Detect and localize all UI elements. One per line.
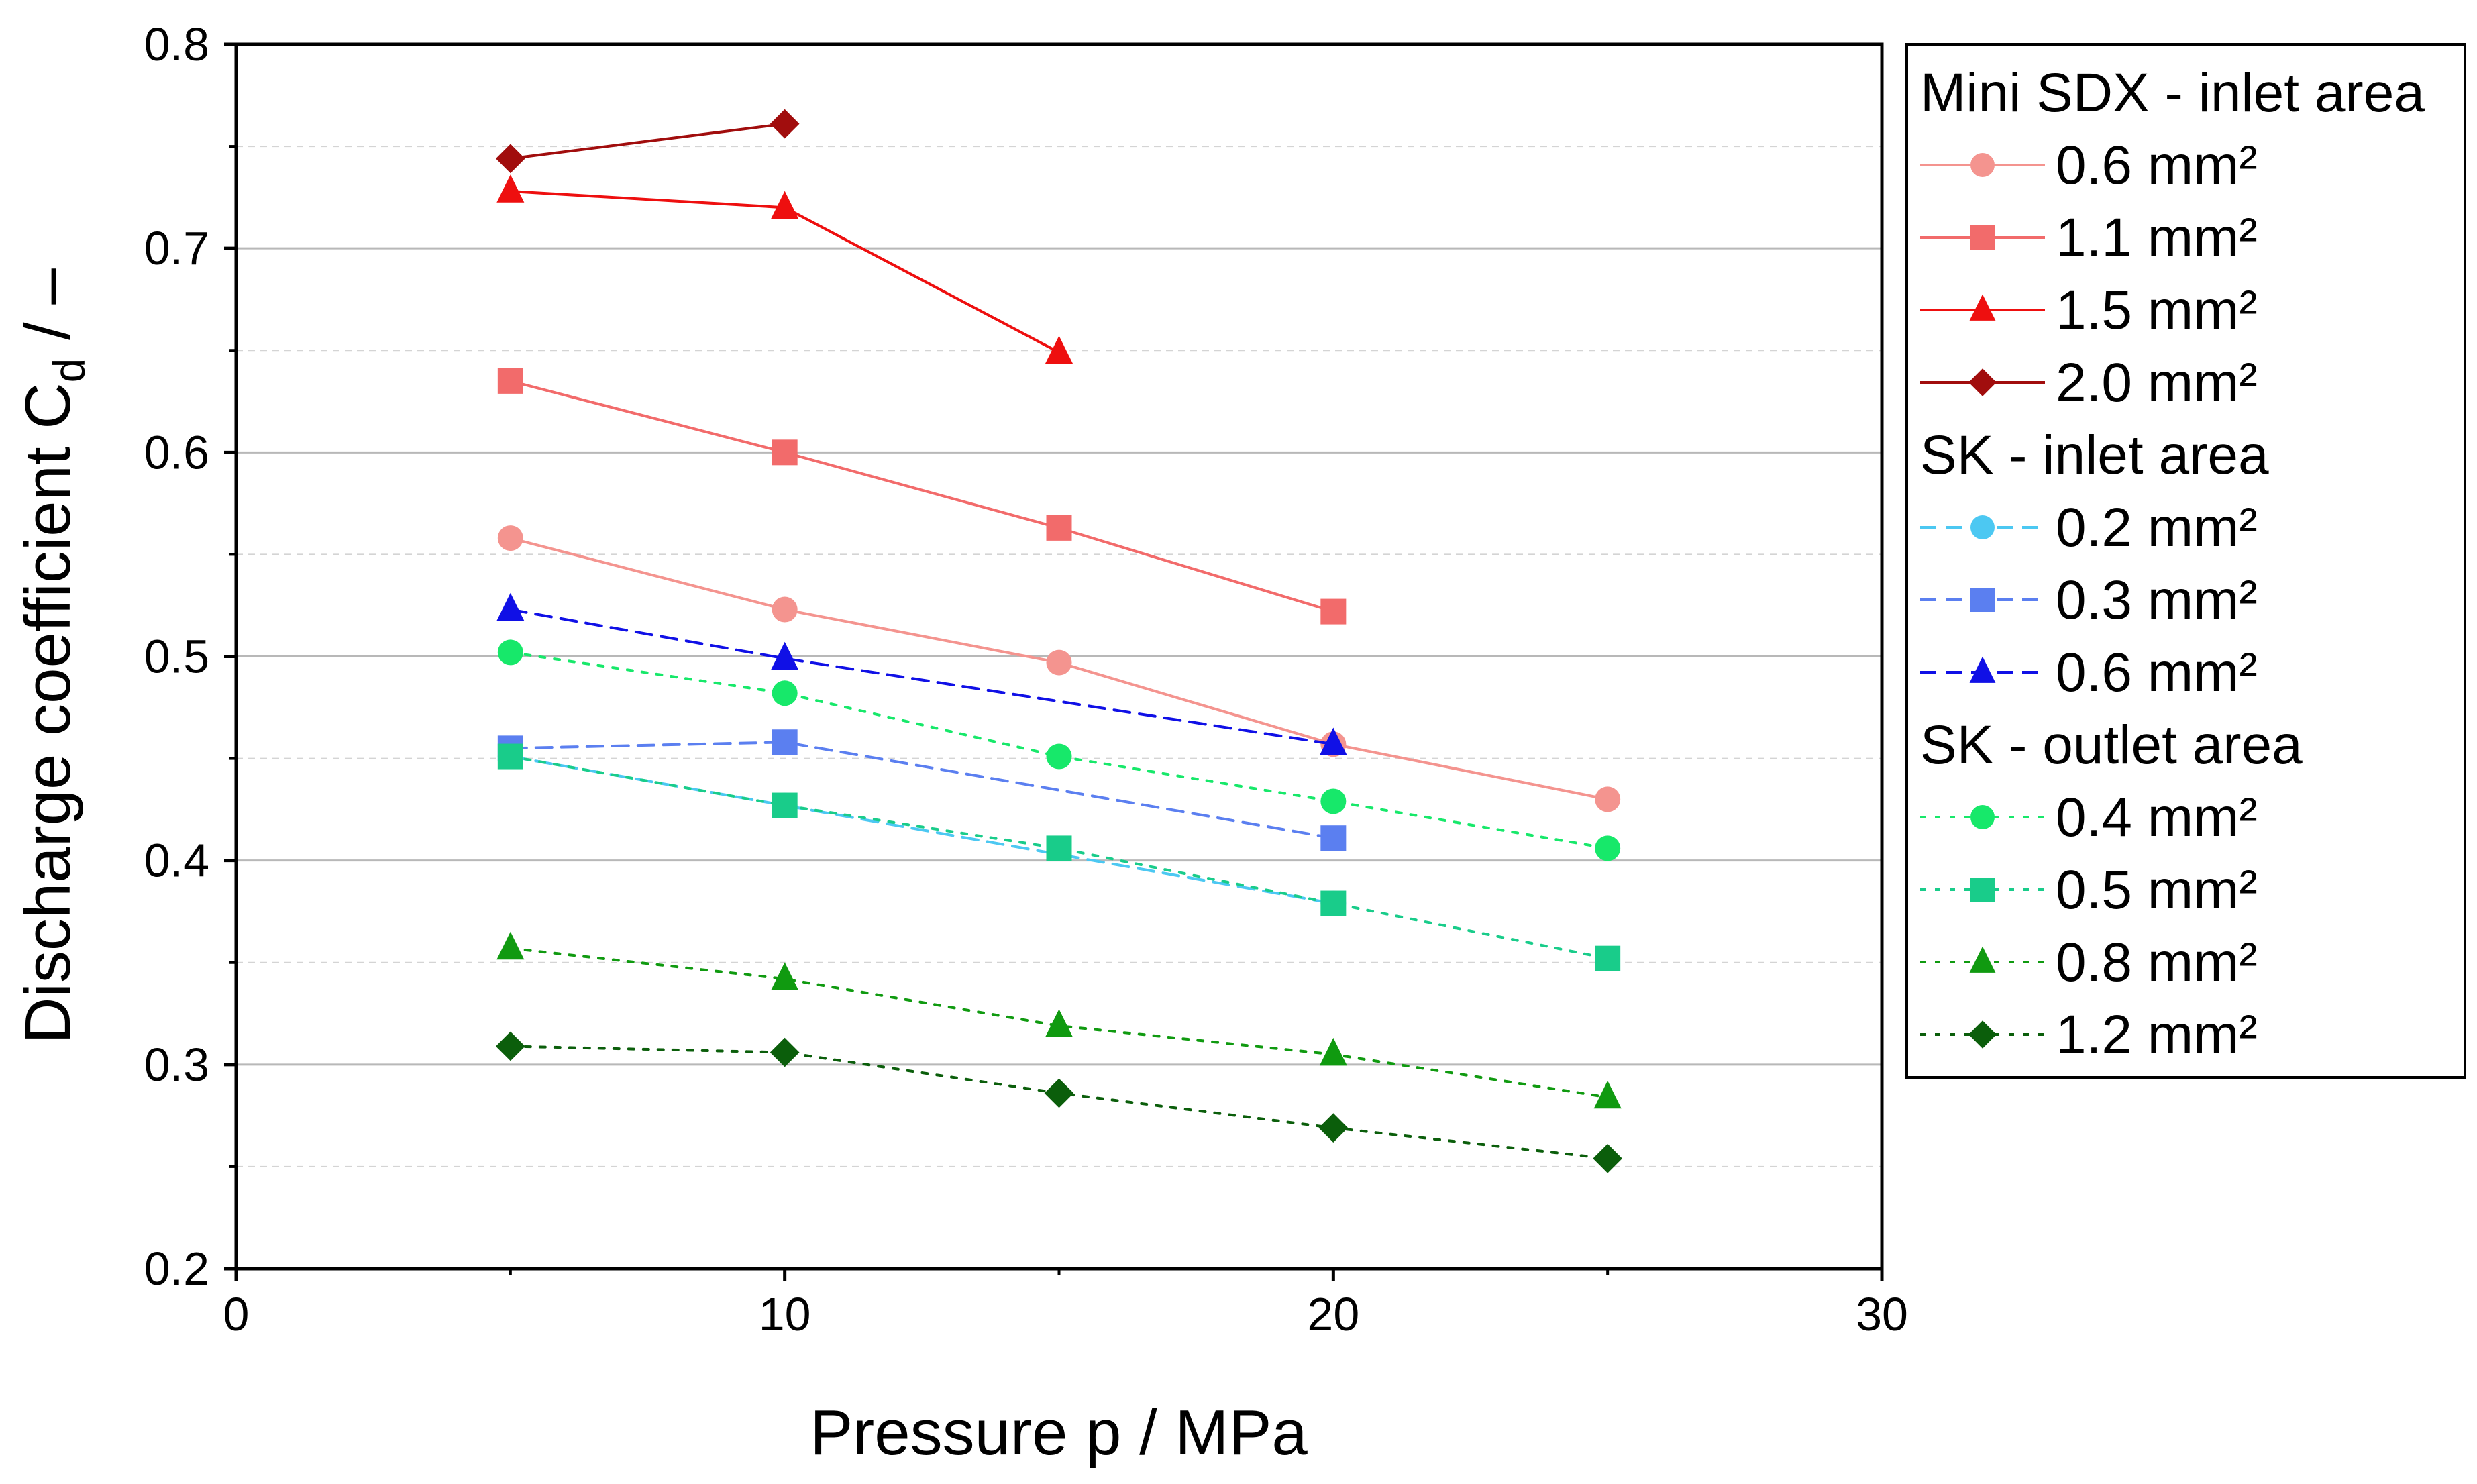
legend-marker bbox=[1969, 946, 1996, 973]
legend-label: 0.8 mm² bbox=[2056, 932, 2258, 993]
data-point bbox=[497, 525, 523, 551]
data-point bbox=[770, 109, 800, 139]
data-point bbox=[497, 368, 523, 394]
y-tick-label: 0.8 bbox=[144, 18, 209, 70]
series bbox=[496, 592, 1347, 756]
legend-marker bbox=[1969, 656, 1996, 683]
data-point bbox=[1319, 727, 1347, 756]
y-axis-title-subscript: d bbox=[44, 358, 94, 383]
x-tick-label: 0 bbox=[223, 1288, 250, 1340]
series-line bbox=[509, 755, 1610, 960]
y-tick-label: 0.4 bbox=[144, 835, 209, 887]
data-point bbox=[1595, 786, 1621, 812]
legend-marker bbox=[1970, 878, 1995, 902]
x-tick-label: 30 bbox=[1856, 1288, 1908, 1340]
x-tick-label: 10 bbox=[759, 1288, 811, 1340]
legend-label: 0.6 mm² bbox=[2056, 135, 2258, 196]
data-point bbox=[770, 1037, 800, 1067]
data-point bbox=[1320, 788, 1347, 814]
data-point bbox=[1320, 825, 1347, 851]
series-line bbox=[509, 379, 1335, 613]
data-point bbox=[1046, 515, 1072, 541]
data-point bbox=[772, 792, 798, 818]
data-point bbox=[1318, 1113, 1349, 1143]
legend-group-title: SK - inlet area bbox=[1920, 425, 2269, 486]
x-tick-label: 20 bbox=[1307, 1288, 1359, 1340]
data-point bbox=[772, 439, 798, 466]
series bbox=[497, 639, 1621, 861]
y-tick-label: 0.6 bbox=[144, 426, 209, 478]
data-point bbox=[496, 592, 525, 621]
data-point bbox=[496, 931, 525, 960]
y-tick-label: 0.2 bbox=[144, 1242, 209, 1295]
series bbox=[497, 743, 1621, 971]
series-layer bbox=[495, 109, 1623, 1173]
series bbox=[495, 1031, 1623, 1173]
series bbox=[496, 931, 1622, 1109]
y-axis-title-main: Discharge coefficient C bbox=[12, 382, 84, 1043]
legend-marker bbox=[1970, 805, 1995, 829]
legend-box bbox=[1905, 43, 2466, 1079]
series bbox=[497, 368, 1347, 625]
data-point bbox=[771, 641, 799, 670]
series-line bbox=[509, 741, 1335, 840]
legend-marker bbox=[1970, 153, 1995, 177]
legend-marker bbox=[1968, 368, 1997, 396]
legend-label: 1.2 mm² bbox=[2056, 1004, 2258, 1065]
series-line bbox=[509, 122, 786, 160]
data-point bbox=[1046, 835, 1072, 861]
data-point bbox=[1046, 743, 1072, 770]
data-point bbox=[1593, 1143, 1623, 1173]
data-point bbox=[772, 680, 798, 706]
legend-marker bbox=[1969, 294, 1996, 321]
data-point bbox=[1319, 1037, 1347, 1066]
series-line bbox=[509, 651, 1610, 850]
axes: 0.2 0.3 0.4 0.5 0.6 0.7 0.8 0 10 20 30 bbox=[144, 18, 1908, 1340]
data-point bbox=[771, 191, 799, 219]
legend-label: 1.1 mm² bbox=[2056, 207, 2258, 268]
y-tick-label: 0.3 bbox=[144, 1039, 209, 1091]
data-point bbox=[771, 962, 799, 990]
legend-group-title: SK - outlet area bbox=[1920, 714, 2303, 776]
legend-label: 0.5 mm² bbox=[2056, 859, 2258, 920]
legend-label: 2.0 mm² bbox=[2056, 352, 2258, 413]
y-axis-title: Discharge coefficient Cd / – bbox=[12, 268, 94, 1044]
data-point bbox=[772, 596, 798, 623]
legend-label: 0.4 mm² bbox=[2056, 787, 2258, 848]
data-point bbox=[497, 743, 523, 770]
data-point bbox=[1320, 890, 1347, 916]
data-point bbox=[1045, 335, 1073, 364]
series bbox=[495, 109, 800, 174]
data-point bbox=[1595, 945, 1621, 971]
y-axis-title-unit: / – bbox=[12, 268, 84, 358]
data-point bbox=[772, 729, 798, 755]
y-tick-label: 0.7 bbox=[144, 222, 209, 274]
legend-label: 0.3 mm² bbox=[2056, 570, 2258, 631]
data-point bbox=[495, 1031, 525, 1061]
y-tick-label: 0.5 bbox=[144, 631, 209, 683]
data-point bbox=[1044, 1078, 1074, 1108]
data-point bbox=[497, 639, 523, 666]
legend-marker bbox=[1970, 515, 1995, 539]
legend: Mini SDX - inlet area 0.6 mm² 1.1 mm² 1.5 m… bbox=[1905, 43, 2466, 1079]
data-point bbox=[1595, 835, 1621, 861]
data-point bbox=[495, 144, 525, 174]
legend-label: 1.5 mm² bbox=[2056, 280, 2258, 341]
data-point bbox=[1046, 649, 1072, 676]
data-point bbox=[1045, 1009, 1073, 1037]
legend-marker bbox=[1968, 1020, 1997, 1049]
legend-marker bbox=[1970, 588, 1995, 612]
x-axis-title: Pressure p / MPa bbox=[810, 1397, 1308, 1469]
legend-marker bbox=[1970, 225, 1995, 250]
data-point bbox=[1320, 598, 1347, 625]
data-point bbox=[1593, 1080, 1622, 1109]
legend-label: 0.2 mm² bbox=[2056, 497, 2258, 558]
series-line bbox=[509, 608, 1335, 746]
data-point bbox=[496, 174, 525, 203]
legend-label: 0.6 mm² bbox=[2056, 642, 2258, 703]
legend-group-title: Mini SDX - inlet area bbox=[1920, 62, 2425, 123]
series bbox=[496, 174, 1073, 364]
